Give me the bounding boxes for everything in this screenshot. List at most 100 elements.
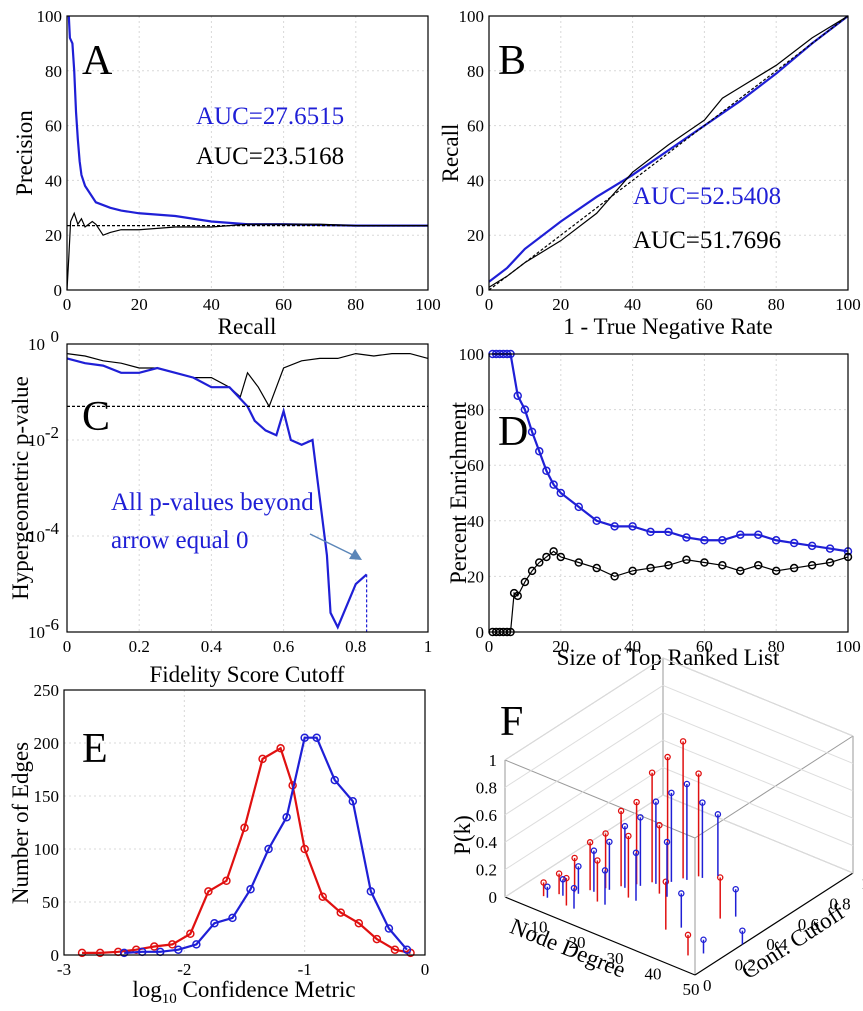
data-point (150, 942, 159, 951)
stem-marker (602, 830, 609, 837)
arrow-line (309, 533, 356, 557)
y-axis-label: Recall (438, 124, 463, 183)
stem-marker (544, 883, 551, 891)
data-point (549, 547, 558, 556)
y-tick-label: 100 (37, 7, 63, 26)
y-tick-exponent: -6 (45, 615, 59, 634)
y-axis-label: Hypergeometric p-value (8, 376, 33, 600)
x-axis-line (504, 896, 696, 976)
panel-label: A (82, 38, 113, 84)
grid-line-z (504, 794, 664, 898)
data-point (771, 536, 781, 545)
x-tick-label: 60 (275, 295, 292, 314)
box-edge (504, 759, 696, 839)
annotation: arrow equal 0 (111, 527, 248, 554)
y-tick-label: 200 (34, 734, 60, 753)
data-point (384, 924, 394, 933)
x-tick-label: -2 (177, 960, 191, 979)
x-tick-label: 0 (485, 295, 494, 314)
stem-marker (606, 838, 613, 846)
x-tick-label: 60 (696, 295, 713, 314)
panel-label: E (82, 726, 108, 772)
stem-marker (699, 799, 706, 806)
series-line-0 (66, 352, 429, 408)
grid-line-z (504, 657, 664, 761)
x-tick-label: 80 (347, 295, 364, 314)
plot-frame (63, 689, 426, 956)
data-point (174, 945, 183, 954)
y-tick-label: 80 (467, 401, 484, 420)
stem-marker (586, 839, 594, 846)
plot-frame (488, 15, 849, 291)
data-point (520, 577, 530, 587)
data-point (330, 775, 339, 785)
data-point (807, 561, 817, 570)
y-tick-label: 20 (467, 567, 484, 586)
x-tick-label: 0.4 (201, 637, 223, 656)
panel-label: F (500, 699, 523, 745)
grid-line-z (662, 657, 854, 737)
grid-line-z (504, 739, 664, 843)
box-edge (694, 735, 854, 839)
stem-marker (668, 789, 675, 797)
stem-marker (648, 769, 656, 776)
x-tick-label: 0 (421, 960, 430, 979)
y-tick-label: 0.2 (735, 956, 756, 975)
x-tick-label: 50 (683, 980, 700, 999)
data-point (549, 480, 558, 489)
data-point (204, 887, 213, 896)
annotation: AUC=27.6515 (196, 103, 344, 130)
stem-marker (652, 798, 660, 805)
data-point (700, 536, 709, 545)
data-point (390, 945, 400, 954)
data-point (646, 527, 655, 537)
data-point (527, 427, 537, 437)
data-point (77, 948, 87, 958)
stem-marker (663, 838, 671, 846)
stem-marker (637, 814, 644, 821)
data-point (556, 552, 566, 562)
x-axis-label: 1 - True Negative Rate (563, 314, 773, 339)
data-point (246, 885, 255, 894)
data-point (574, 502, 583, 512)
series-line-0 (82, 746, 411, 954)
data-point (95, 948, 105, 958)
z-tick-label: 0.8 (476, 778, 497, 797)
stem-marker (563, 874, 570, 882)
data-point (318, 892, 327, 901)
data-point (718, 536, 727, 545)
stem-marker (625, 832, 632, 840)
x-tick-label: 0.8 (345, 637, 366, 656)
data-point (664, 561, 673, 570)
annotation: AUC=52.5408 (633, 183, 781, 210)
y-tick-label: 0.8 (829, 894, 850, 913)
stem-marker (662, 878, 670, 885)
x-axis-label: Recall (218, 314, 277, 339)
data-point (312, 733, 321, 742)
y-tick-label: 10 (28, 527, 45, 546)
data-point (264, 844, 273, 854)
grid-line-z (504, 684, 664, 788)
data-point (789, 538, 799, 548)
stem-marker (679, 738, 687, 745)
y-tick-label: 100 (34, 840, 60, 859)
stem-marker (594, 857, 601, 864)
series-line-1 (124, 736, 408, 954)
x-tick-label: 40 (203, 295, 220, 314)
data-point (682, 533, 691, 542)
data-point (646, 563, 655, 573)
x-tick-label: 80 (768, 637, 785, 656)
plot-frame (66, 343, 429, 633)
series-line-0 (488, 15, 849, 283)
x-tick-label: -1 (298, 960, 312, 979)
stem-marker (632, 849, 640, 857)
stem-marker (540, 879, 547, 886)
data-point (276, 744, 285, 753)
series-line-0 (492, 352, 849, 553)
y-tick-exponent: -2 (45, 423, 59, 442)
series-line-1 (66, 211, 428, 291)
data-point (366, 887, 376, 896)
y-tick-label: 1 (861, 874, 863, 893)
panel-label: C (82, 394, 110, 440)
